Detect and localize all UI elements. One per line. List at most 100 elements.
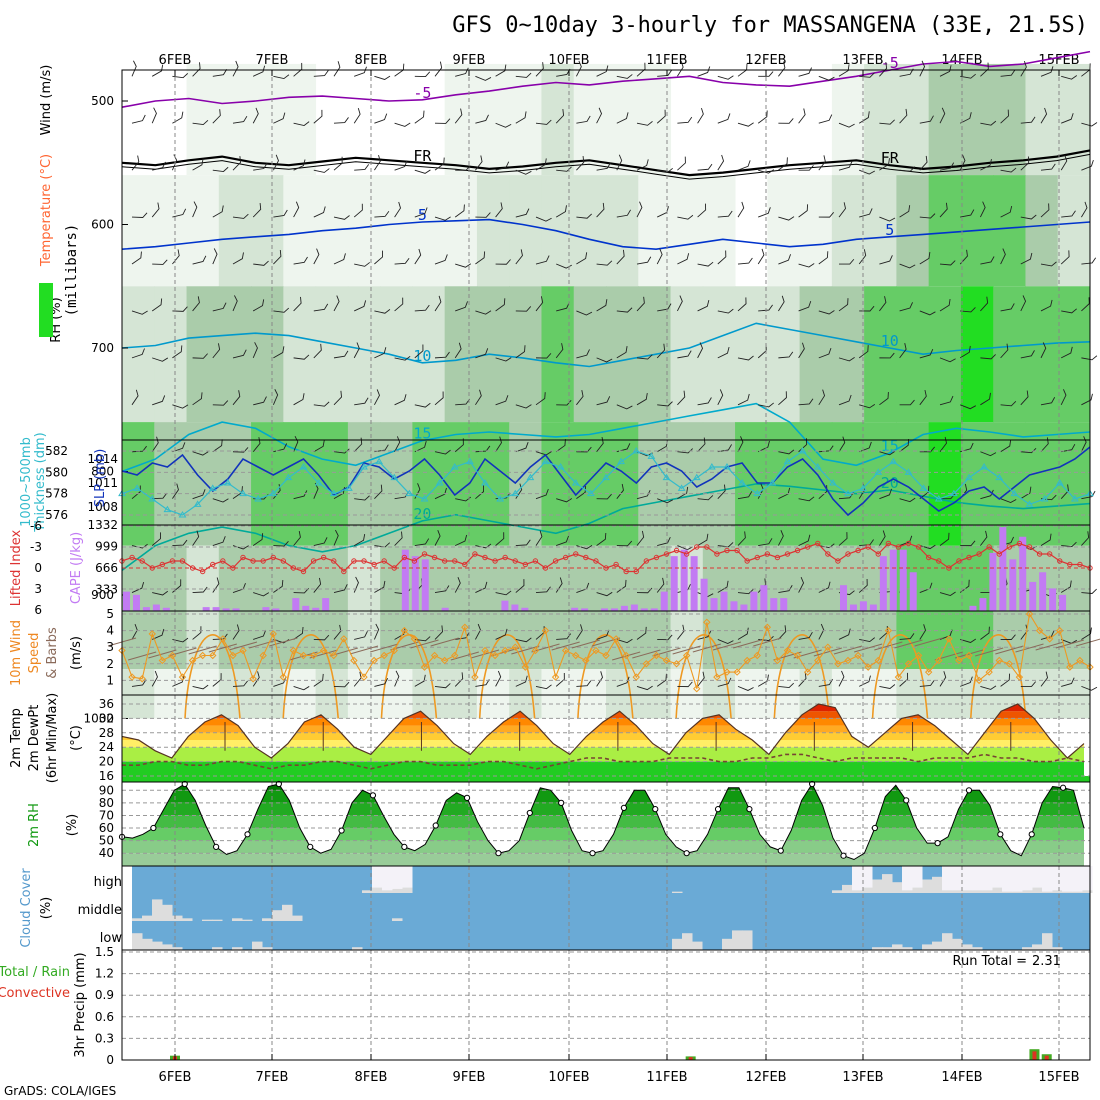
wind-barb <box>131 679 147 687</box>
wind-barb <box>515 72 532 78</box>
wind-barb <box>192 201 198 218</box>
rh-cell <box>735 669 768 719</box>
pressure-tick: 600 <box>91 218 114 232</box>
thickness-point <box>223 479 232 486</box>
wind-barb <box>253 592 270 597</box>
wind-barb <box>656 673 667 687</box>
wind-barb <box>273 74 290 80</box>
wind-barb <box>232 680 248 687</box>
li-point <box>361 558 367 564</box>
wind-barb <box>758 207 771 218</box>
wind-speed-point <box>592 646 600 655</box>
wind-barb <box>737 491 753 500</box>
wind-speed-point <box>249 675 257 683</box>
wind-barb <box>333 529 339 546</box>
wind-speed-point <box>1005 660 1014 668</box>
thickness-point <box>783 457 792 465</box>
wind-speed-point <box>854 651 862 660</box>
surface-wind-barb <box>692 643 721 653</box>
wind-barb <box>1040 203 1050 218</box>
wind-barb <box>1061 677 1075 687</box>
cloud-cell-low <box>902 947 913 950</box>
rh-tick: 50 <box>99 834 114 848</box>
wind-barb <box>232 60 239 77</box>
wind-barb <box>232 115 248 124</box>
wind-barb <box>475 212 491 218</box>
rh-point <box>150 824 157 832</box>
wind-barb <box>253 260 269 266</box>
wind-barb <box>899 166 916 172</box>
wind-barb <box>596 532 607 546</box>
rh-cell <box>1057 669 1091 719</box>
rh-cell <box>283 669 317 719</box>
wind-speed-point <box>955 656 963 665</box>
wind-barb <box>879 255 893 265</box>
surface-wind-barb <box>148 649 177 659</box>
cloud-cell-middle <box>152 899 163 921</box>
rh-point <box>652 806 659 813</box>
wind-barb <box>778 351 794 359</box>
temp-band <box>122 761 1084 776</box>
wind-barb <box>1000 401 1017 407</box>
cloud-cell-low <box>1022 947 1033 950</box>
run-total-label: Run Total = <box>953 954 1027 969</box>
rh-cell <box>1025 175 1059 287</box>
wind-barb <box>778 254 791 265</box>
wind-barb <box>212 673 222 687</box>
wind-barb <box>737 122 754 127</box>
wind-barb <box>616 307 633 313</box>
warm-contour <box>675 634 732 719</box>
thickness-point <box>133 484 142 491</box>
wind-barb <box>899 672 909 687</box>
cloud-cell-low <box>932 941 943 950</box>
wind-speed-point <box>420 663 429 671</box>
wind-barb <box>858 345 869 359</box>
rh-cell <box>864 63 897 176</box>
wind-barb <box>515 111 527 124</box>
cloud-cell-low <box>942 933 953 950</box>
rh-point <box>369 792 377 799</box>
rh-cell <box>1057 63 1091 176</box>
wind-barb <box>232 295 238 312</box>
rh-cell <box>638 669 672 719</box>
cape-bar <box>521 607 529 611</box>
cape-bar <box>1009 559 1017 611</box>
wind-barb <box>657 401 673 407</box>
wind-speed-point <box>128 673 136 681</box>
wind-barb <box>495 161 510 171</box>
surface-wind-barb <box>349 645 379 655</box>
wind-barb <box>455 165 471 171</box>
wind-barb <box>1000 109 1009 124</box>
cloud-cell-high-bright <box>972 866 983 891</box>
cape-bar <box>630 604 638 611</box>
cloud-cell-middle <box>182 918 193 921</box>
wind-barb <box>939 202 948 218</box>
wind-barb <box>919 680 935 687</box>
rh-cell <box>702 175 736 287</box>
rh-cell <box>154 669 188 719</box>
wind-barb <box>656 248 663 265</box>
isotherm-label: 15 <box>881 437 899 455</box>
cloud-cell-low <box>922 944 933 950</box>
temp-tick: 16 <box>99 769 114 783</box>
wind-barb <box>1040 630 1055 640</box>
wind-barb <box>556 302 570 312</box>
surface-wind-barb <box>753 637 782 647</box>
wind-barb <box>212 536 226 547</box>
li-point <box>915 544 922 550</box>
wind-barb <box>980 354 996 360</box>
wind-barb <box>495 202 503 218</box>
wind-barb <box>192 684 209 690</box>
surface-wind-barb <box>1035 641 1064 651</box>
cape-bar <box>979 598 987 611</box>
slp-tick: 1014 <box>87 452 118 466</box>
rh-point <box>840 852 847 859</box>
wind-barb <box>374 580 386 593</box>
wind-speed-point <box>713 673 721 681</box>
precip-tick: 0 <box>106 1053 114 1067</box>
cloud-cell-low <box>732 930 743 950</box>
wind-barb <box>818 678 834 687</box>
wind-barb <box>717 444 733 453</box>
thickness-point <box>692 473 701 481</box>
wind-barb <box>152 395 166 406</box>
